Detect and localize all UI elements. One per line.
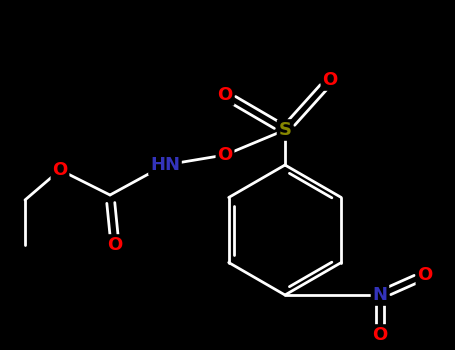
Text: N: N: [373, 286, 388, 304]
Text: O: O: [107, 236, 123, 254]
Text: O: O: [323, 71, 338, 89]
Text: S: S: [278, 121, 292, 139]
Text: HN: HN: [150, 156, 180, 174]
Text: O: O: [217, 86, 233, 104]
Text: O: O: [417, 266, 433, 284]
Text: O: O: [372, 326, 388, 344]
Text: O: O: [52, 161, 68, 179]
Text: O: O: [217, 146, 233, 164]
